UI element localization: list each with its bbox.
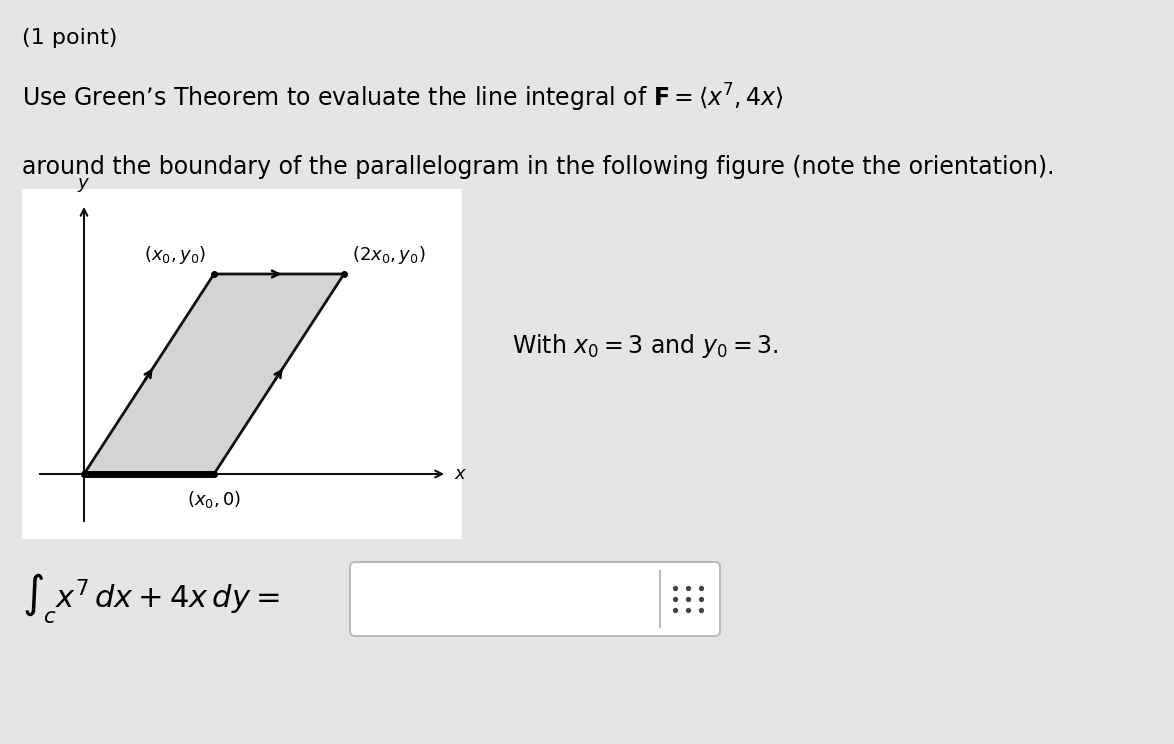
Polygon shape (85, 274, 344, 474)
Text: (1 point): (1 point) (22, 28, 117, 48)
FancyBboxPatch shape (350, 562, 720, 636)
Text: $x$: $x$ (454, 465, 467, 483)
Bar (22, 189, 463, 539)
Text: $(x_0, 0)$: $(x_0, 0)$ (187, 489, 241, 510)
Text: around the boundary of the parallelogram in the following figure (note the orien: around the boundary of the parallelogram… (22, 155, 1054, 179)
Text: Use Green’s Theorem to evaluate the line integral of $\mathbf{F} = \langle x^7, : Use Green’s Theorem to evaluate the line… (22, 82, 784, 114)
Text: With $x_0 = 3$ and $y_0 = 3$.: With $x_0 = 3$ and $y_0 = 3$. (512, 333, 778, 361)
Text: $\int_c x^7\,dx + 4x\,dy =$: $\int_c x^7\,dx + 4x\,dy =$ (22, 571, 279, 626)
Text: $(x_0, y_0)$: $(x_0, y_0)$ (144, 244, 205, 266)
Text: $y$: $y$ (77, 176, 90, 194)
Text: $(2x_0, y_0)$: $(2x_0, y_0)$ (352, 244, 425, 266)
